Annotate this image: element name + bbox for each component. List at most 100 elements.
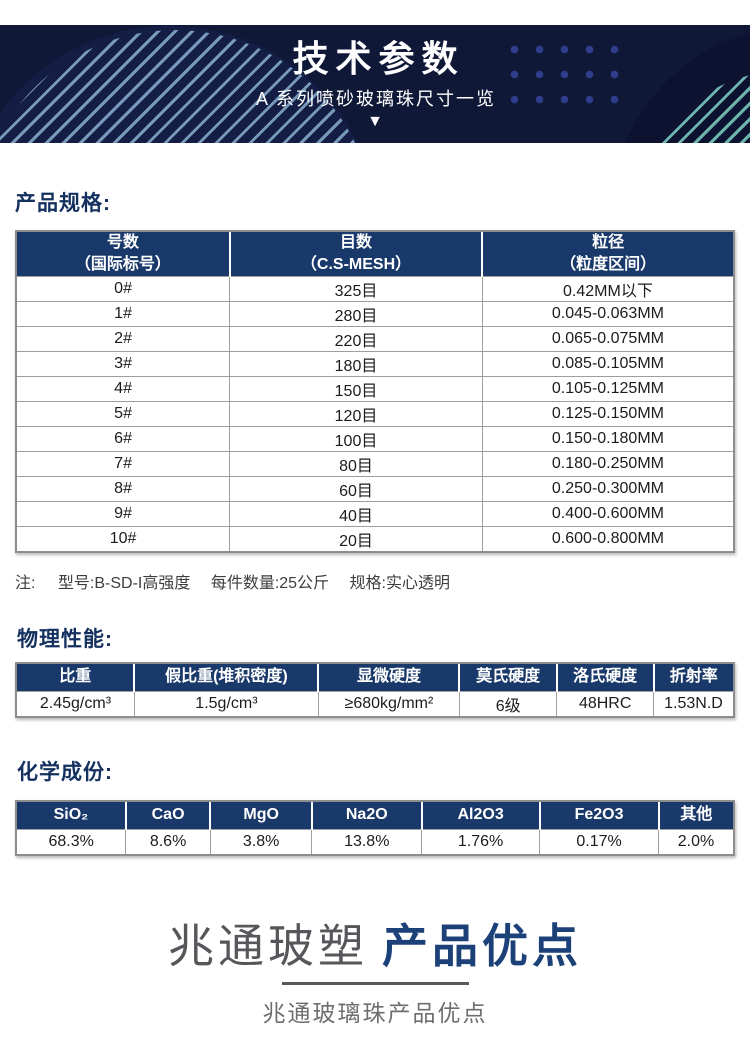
column-header: 假比重(堆积密度) [133, 664, 319, 692]
table-cell: 0.125-0.150MM [481, 400, 733, 427]
table-cell: 1.53N.D [653, 690, 733, 716]
table-cell: 10# [17, 525, 231, 551]
table-cell: 80目 [229, 450, 483, 477]
table-cell: 6级 [458, 690, 558, 716]
table-cell: 3# [17, 350, 231, 377]
table-cell: 2# [17, 325, 231, 352]
column-header: Fe2O3 [538, 802, 659, 830]
page-content: 产品规格: 号数 （国际标号） 目数 （C.S-MESH） 粒径 （粒度区间） 0#… [0, 187, 750, 1028]
header-row: SiO₂ CaO MgO Na2O Al2O3 Fe2O3 其他 [17, 802, 733, 830]
product-spec-table-frame: 号数 （国际标号） 目数 （C.S-MESH） 粒径 （粒度区间） 0# 325目 0.… [15, 230, 735, 553]
column-header: 其他 [657, 802, 733, 830]
note-quantity: 每件数量:25公斤 [210, 575, 330, 592]
table-cell: 40目 [229, 500, 483, 527]
table-cell: 13.8% [311, 828, 423, 854]
column-header: 号数 （国际标号） [17, 232, 230, 277]
table-cell: 0.17% [539, 828, 659, 854]
section-heading-chemical-composition: 化学成份: [17, 761, 113, 784]
table-cell: 4# [17, 375, 231, 402]
table-cell: 0.105-0.125MM [481, 375, 733, 402]
table-cell: 0# [17, 275, 231, 302]
table-cell: 20目 [229, 525, 483, 551]
table-cell: 100目 [229, 425, 483, 452]
footer-divider-line [281, 981, 469, 985]
table-row: 8# 60目 0.250-0.300MM [17, 475, 733, 502]
column-header: 粒径 （粒度区间） [481, 232, 733, 277]
down-triangle-icon: ▼ [367, 112, 383, 130]
table-cell: 0.42MM以下 [481, 275, 733, 302]
table-cell: 0.085-0.105MM [481, 350, 733, 377]
banner-subtitle: A 系列喷砂玻璃珠尺寸一览 [255, 88, 496, 109]
table-cell: 0.065-0.075MM [481, 325, 733, 352]
column-header: MgO [209, 802, 312, 830]
table-cell: 220目 [229, 325, 483, 352]
footer-title: 兆通玻塑 产品优点 [15, 920, 735, 973]
column-header: 比重 [17, 664, 135, 692]
table-cell: 9# [17, 500, 231, 527]
table-cell: 60目 [229, 475, 483, 502]
footer-subtitle: 兆通玻璃珠产品优点 [262, 999, 488, 1026]
product-spec-table: 号数 （国际标号） 目数 （C.S-MESH） 粒径 （粒度区间） 0# 325目 0.… [17, 232, 733, 551]
chemical-composition-table-frame: SiO₂ CaO MgO Na2O Al2O3 Fe2O3 其他 68.3% 8.6% 3.8%… [15, 800, 735, 856]
table-row: 1# 280目 0.045-0.063MM [17, 300, 733, 327]
physical-properties-table-frame: 比重 假比重(堆积密度) 显微硬度 莫氏硬度 洛氏硬度 折射率 2.45g/cm³ 1.5g… [15, 662, 735, 718]
table-cell: 2.45g/cm³ [17, 690, 135, 716]
table-cell: 120目 [229, 400, 483, 427]
table-row: 3# 180目 0.085-0.105MM [17, 350, 733, 377]
column-header: Al2O3 [420, 802, 540, 830]
column-header: 折射率 [652, 664, 733, 692]
table-cell: 0.180-0.250MM [481, 450, 733, 477]
table-row: 6# 100目 0.150-0.180MM [17, 425, 733, 452]
table-row: 0# 325目 0.42MM以下 [17, 275, 733, 302]
table-row: 4# 150目 0.105-0.125MM [17, 375, 733, 402]
hero-banner: 技术参数 A 系列喷砂玻璃珠尺寸一览 ▼ [0, 25, 750, 143]
table-row: 7# 80目 0.180-0.250MM [17, 450, 733, 477]
table-cell: 0.150-0.180MM [481, 425, 733, 452]
table-row: 5# 120目 0.125-0.150MM [17, 400, 733, 427]
table-cell: 280目 [229, 300, 483, 327]
footer-brand-name: 兆通玻塑 [168, 920, 368, 972]
note-label: 注: [15, 575, 36, 592]
note-spec: 规格:实心透明 [349, 575, 450, 592]
note-model: 型号:B-SD-I高强度 [57, 575, 191, 592]
table-cell: 7# [17, 450, 231, 477]
column-header: SiO₂ [17, 802, 126, 830]
table-cell: 5# [17, 400, 231, 427]
table-cell: 0.250-0.300MM [481, 475, 733, 502]
table-cell: 2.0% [658, 828, 733, 854]
table-row: 2# 220目 0.065-0.075MM [17, 325, 733, 352]
column-header: 洛氏硬度 [555, 664, 654, 692]
spec-note: 注: 型号:B-SD-I高强度 每件数量:25公斤 规格:实心透明 [15, 569, 735, 593]
table-cell: 48HRC [556, 690, 654, 716]
table-cell: 8.6% [125, 828, 211, 854]
dot-grid-decoration [502, 37, 626, 111]
table-cell: 1# [17, 300, 231, 327]
table-row: 10# 20目 0.600-0.800MM [17, 525, 733, 551]
footer: 兆通玻塑 产品优点 兆通玻璃珠产品优点 [15, 920, 735, 1028]
physical-properties-table: 比重 假比重(堆积密度) 显微硬度 莫氏硬度 洛氏硬度 折射率 2.45g/cm³ 1.5g… [17, 664, 733, 716]
header-row: 比重 假比重(堆积密度) 显微硬度 莫氏硬度 洛氏硬度 折射率 [17, 664, 733, 692]
table-cell: 0.045-0.063MM [481, 300, 733, 327]
footer-product-title: 产品优点 [382, 920, 582, 972]
table-cell: 6# [17, 425, 231, 452]
chemical-composition-table: SiO₂ CaO MgO Na2O Al2O3 Fe2O3 其他 68.3% 8.6% 3.8%… [17, 802, 733, 854]
column-header: Na2O [310, 802, 422, 830]
header-row: 号数 （国际标号） 目数 （C.S-MESH） 粒径 （粒度区间） [17, 232, 733, 277]
table-cell: 3.8% [209, 828, 313, 854]
table-cell: 0.400-0.600MM [481, 500, 733, 527]
column-header: CaO [124, 802, 211, 830]
column-header: 莫氏硬度 [458, 664, 557, 692]
table-cell: ≥680kg/mm² [317, 690, 460, 716]
table-cell: 180目 [229, 350, 483, 377]
section-heading-product-spec: 产品规格: [15, 192, 111, 215]
section-heading-physical-properties: 物理性能: [17, 628, 113, 651]
table-cell: 325目 [229, 275, 483, 302]
table-cell: 1.76% [421, 828, 541, 854]
table-cell: 8# [17, 475, 231, 502]
table-cell: 1.5g/cm³ [133, 690, 319, 716]
table-row: 2.45g/cm³ 1.5g/cm³ ≥680kg/mm² 6级 48HRC 1.53N.… [17, 690, 733, 716]
column-header: 目数 （C.S-MESH） [228, 232, 483, 277]
banner-title: 技术参数 [292, 38, 465, 79]
table-row: 68.3% 8.6% 3.8% 13.8% 1.76% 0.17% 2.0% [17, 828, 733, 854]
column-header: 显微硬度 [317, 664, 460, 692]
